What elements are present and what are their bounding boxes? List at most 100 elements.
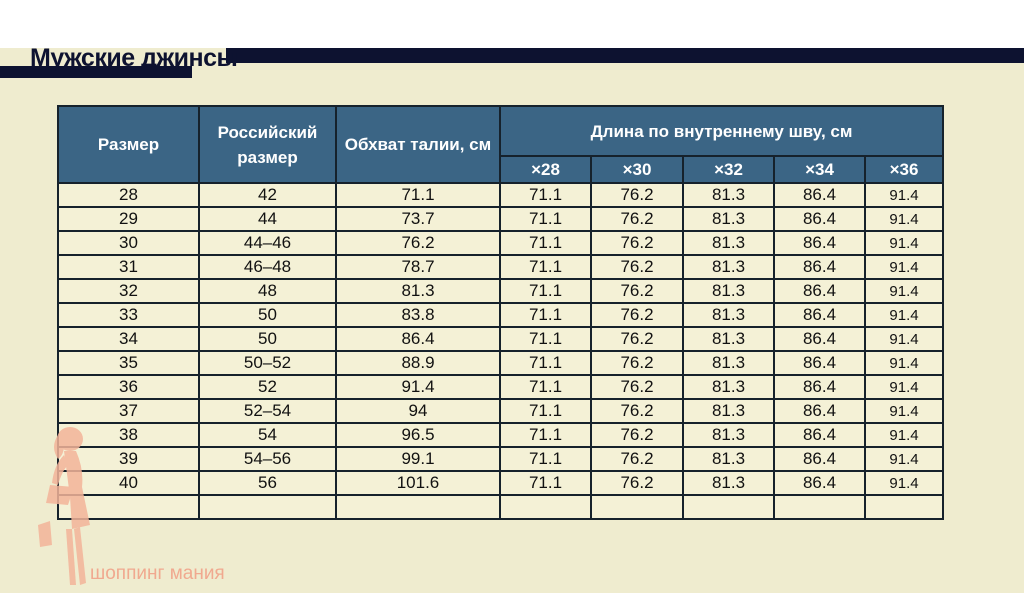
table-cell: 73.7 xyxy=(335,206,501,232)
header-inseam-30: ×30 xyxy=(590,155,684,184)
table-cell: 99.1 xyxy=(335,446,501,472)
table-cell: 76.2 xyxy=(590,326,684,352)
table-cell xyxy=(335,494,501,520)
table-cell: 83.8 xyxy=(335,302,501,328)
table-cell: 54 xyxy=(198,422,337,448)
table-cell: 81.3 xyxy=(682,446,775,472)
table-cell: 29 xyxy=(57,206,200,232)
table-cell: 50–52 xyxy=(198,350,337,376)
table-cell: 71.1 xyxy=(499,326,592,352)
table-cell: 81.3 xyxy=(682,470,775,496)
header-inseam-32: ×32 xyxy=(682,155,775,184)
table-cell: 31 xyxy=(57,254,200,280)
table-cell: 91.4 xyxy=(864,182,944,208)
table-cell: 94 xyxy=(335,398,501,424)
table-cell: 44 xyxy=(198,206,337,232)
table-cell: 32 xyxy=(57,278,200,304)
header-inseam-36: ×36 xyxy=(864,155,944,184)
table-cell: 91.4 xyxy=(864,206,944,232)
table-cell: 71.1 xyxy=(499,350,592,376)
table-cell: 71.1 xyxy=(499,254,592,280)
table-cell: 96.5 xyxy=(335,422,501,448)
table-cell: 86.4 xyxy=(773,422,866,448)
table-cell: 76.2 xyxy=(590,374,684,400)
table-cell: 81.3 xyxy=(335,278,501,304)
table-cell: 71.1 xyxy=(499,422,592,448)
size-chart-table: Размер Российский размер Обхват талии, с… xyxy=(57,105,944,520)
table-cell: 71.1 xyxy=(499,398,592,424)
table-cell: 33 xyxy=(57,302,200,328)
table-cell: 91.4 xyxy=(864,374,944,400)
header-inseam-28: ×28 xyxy=(499,155,592,184)
table-cell: 50 xyxy=(198,326,337,352)
table-cell: 91.4 xyxy=(864,326,944,352)
table-row: 38 54 96.5 71.1 76.2 81.3 86.4 91.4 xyxy=(57,422,944,448)
table-cell: 86.4 xyxy=(773,182,866,208)
table-cell: 71.1 xyxy=(499,374,592,400)
table-cell: 42 xyxy=(198,182,337,208)
table-cell: 86.4 xyxy=(773,470,866,496)
table-cell: 34 xyxy=(57,326,200,352)
table-cell xyxy=(198,494,337,520)
table-cell: 76.2 xyxy=(590,254,684,280)
table-cell: 76.2 xyxy=(590,350,684,376)
table-cell: 35 xyxy=(57,350,200,376)
table-cell: 71.1 xyxy=(499,206,592,232)
table-cell: 76.2 xyxy=(590,422,684,448)
table-cell: 91.4 xyxy=(864,398,944,424)
table-cell: 81.3 xyxy=(682,254,775,280)
page-title: Мужские джинсы xyxy=(30,44,238,72)
table-cell: 81.3 xyxy=(682,182,775,208)
table-row: 31 46–48 78.7 71.1 76.2 81.3 86.4 91.4 xyxy=(57,254,944,280)
header-bar xyxy=(226,48,1024,63)
table-cell: 81.3 xyxy=(682,422,775,448)
table-cell: 91.4 xyxy=(864,230,944,256)
header-inseam-34: ×34 xyxy=(773,155,866,184)
table-cell: 81.3 xyxy=(682,326,775,352)
table-cell: 76.2 xyxy=(590,278,684,304)
table-cell: 81.3 xyxy=(682,230,775,256)
table-row: 40 56 101.6 71.1 76.2 81.3 86.4 91.4 xyxy=(57,470,944,496)
table-cell: 76.2 xyxy=(590,206,684,232)
table-cell: 76.2 xyxy=(590,398,684,424)
table-cell: 81.3 xyxy=(682,278,775,304)
table-cell: 71.1 xyxy=(499,230,592,256)
table-cell: 86.4 xyxy=(773,326,866,352)
table-cell: 71.1 xyxy=(499,470,592,496)
table-cell: 76.2 xyxy=(590,302,684,328)
table-cell: 86.4 xyxy=(773,302,866,328)
table-cell: 50 xyxy=(198,302,337,328)
table-cell: 86.4 xyxy=(773,278,866,304)
table-cell: 81.3 xyxy=(682,374,775,400)
table-row xyxy=(57,494,944,520)
table-cell: 56 xyxy=(198,470,337,496)
table-cell: 91.4 xyxy=(864,422,944,448)
table-row: 37 52–54 94 71.1 76.2 81.3 86.4 91.4 xyxy=(57,398,944,424)
table-cell: 91.4 xyxy=(864,278,944,304)
table-cell: 52 xyxy=(198,374,337,400)
table-cell: 76.2 xyxy=(590,470,684,496)
table-cell: 86.4 xyxy=(773,350,866,376)
woman-silhouette-icon xyxy=(38,427,90,585)
table-row: 33 50 83.8 71.1 76.2 81.3 86.4 91.4 xyxy=(57,302,944,328)
table-cell: 101.6 xyxy=(335,470,501,496)
table-row: 32 48 81.3 71.1 76.2 81.3 86.4 91.4 xyxy=(57,278,944,304)
table-cell: 81.3 xyxy=(682,302,775,328)
table-cell: 86.4 xyxy=(773,446,866,472)
table-row: 29 44 73.7 71.1 76.2 81.3 86.4 91.4 xyxy=(57,206,944,232)
table-cell: 91.4 xyxy=(864,350,944,376)
table-cell: 86.4 xyxy=(335,326,501,352)
table-cell xyxy=(499,494,592,520)
table-cell: 81.3 xyxy=(682,206,775,232)
top-band xyxy=(0,0,1024,48)
table-row: 35 50–52 88.9 71.1 76.2 81.3 86.4 91.4 xyxy=(57,350,944,376)
table-cell: 91.4 xyxy=(864,446,944,472)
table-cell: 76.2 xyxy=(590,230,684,256)
table-row: 39 54–56 99.1 71.1 76.2 81.3 86.4 91.4 xyxy=(57,446,944,472)
table-cell: 91.4 xyxy=(864,254,944,280)
table-row: 36 52 91.4 71.1 76.2 81.3 86.4 91.4 xyxy=(57,374,944,400)
table-cell: 81.3 xyxy=(682,398,775,424)
table-cell: 91.4 xyxy=(864,470,944,496)
table-row: 34 50 86.4 71.1 76.2 81.3 86.4 91.4 xyxy=(57,326,944,352)
header-inseam: Длина по внутреннему шву, см xyxy=(499,105,944,157)
